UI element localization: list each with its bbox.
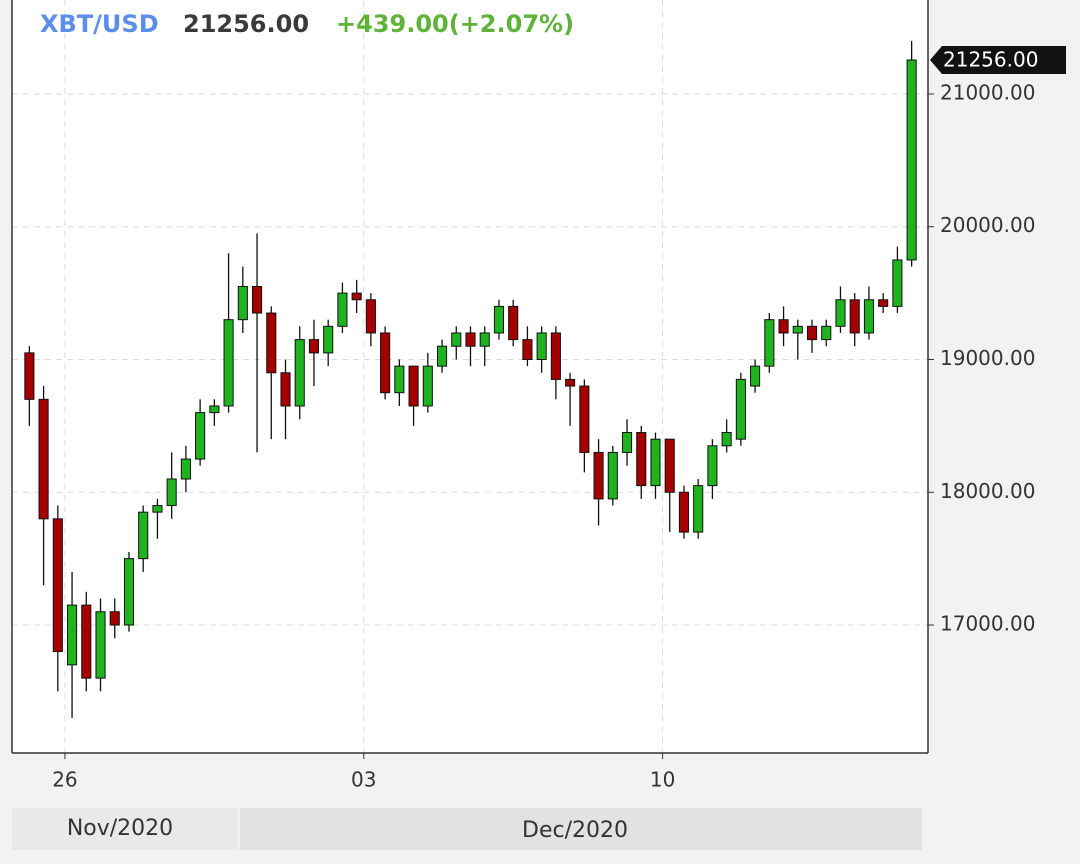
candles (24, 40, 917, 718)
y-tick-label: 17000.00 (940, 612, 1035, 636)
candle-body (266, 312, 277, 374)
symbol: XBT/USD (40, 10, 159, 38)
candle-body (892, 259, 903, 307)
candle-body (693, 485, 704, 533)
candle-body (792, 325, 803, 334)
month-label: Nov/2020 (67, 816, 173, 841)
candle-body (863, 299, 874, 334)
candle-body (251, 285, 263, 314)
candle-body (436, 345, 448, 367)
candle-body (180, 458, 191, 480)
candle-body (38, 398, 49, 520)
candle-body (465, 332, 476, 347)
plot-area (12, 0, 928, 753)
candle-body (550, 332, 561, 380)
x-tick-label: 26 (52, 768, 77, 792)
month-band (240, 808, 922, 850)
y-tick-label: 20000.00 (940, 213, 1035, 237)
candle-body (636, 432, 647, 487)
candle-body (849, 299, 860, 334)
candle-body (109, 611, 120, 626)
candle-body (408, 365, 419, 407)
candle-body (451, 332, 462, 347)
y-tick-label: 21000.00 (940, 80, 1035, 104)
candle-body (380, 332, 391, 394)
candle-body (337, 292, 348, 327)
candle-body (678, 491, 690, 533)
candle-body (906, 59, 917, 261)
change: +439.00(+2.07%) (336, 10, 574, 38)
candle-body (721, 432, 732, 447)
candle-body (95, 611, 106, 679)
candle-body (66, 604, 78, 666)
candle-body (365, 299, 376, 334)
candle-body (422, 365, 433, 407)
candle-body (52, 518, 63, 653)
x-tick-label: 03 (351, 768, 376, 792)
candle-body (195, 412, 206, 460)
candle-body (536, 332, 547, 361)
candle-body (878, 299, 889, 307)
candle-body (138, 511, 149, 560)
candle-body (621, 432, 633, 453)
candle-body (351, 292, 362, 301)
labels: 17000.00 18000.00 19000.00 20000.00 21000.00… (52, 46, 1066, 792)
candle-body (821, 325, 832, 341)
candle-body (237, 285, 248, 321)
candle-body (565, 378, 576, 387)
candle-body (394, 365, 405, 394)
candle-body (479, 332, 490, 347)
candle-body (579, 385, 590, 453)
candle-body (323, 325, 334, 354)
month-label: Dec/2020 (522, 818, 628, 843)
price: 21256.00 (183, 10, 309, 38)
candle-body (308, 339, 320, 354)
candle-body (223, 319, 234, 407)
candle-body (750, 365, 761, 387)
candle-body (835, 299, 846, 327)
candle-body (522, 339, 533, 361)
month-band (12, 808, 238, 850)
candle-body (806, 325, 818, 341)
candle-body (209, 405, 220, 414)
candle-body (166, 478, 177, 507)
candle-body (280, 372, 291, 407)
candle-body (593, 451, 604, 500)
y-tick-label: 18000.00 (940, 479, 1035, 503)
candle-body (735, 378, 746, 440)
candle-body (607, 451, 618, 500)
candle-body (81, 604, 92, 679)
grid (12, 0, 928, 753)
candle-body (123, 558, 135, 626)
candle-body (24, 352, 35, 400)
candle-body (650, 438, 661, 487)
candle-body (152, 505, 163, 513)
candle-body (493, 305, 505, 334)
candle-body (294, 339, 305, 407)
y-tick-label: 19000.00 (940, 346, 1035, 370)
last-price-label: 21256.00 (943, 48, 1038, 72)
candle-body (764, 319, 775, 367)
x-tick-label: 10 (650, 768, 675, 792)
last-price-tag (930, 46, 1066, 75)
candle-body (778, 319, 789, 334)
candle-body (707, 445, 718, 487)
candle-body (664, 438, 675, 493)
candle-body (508, 305, 519, 341)
